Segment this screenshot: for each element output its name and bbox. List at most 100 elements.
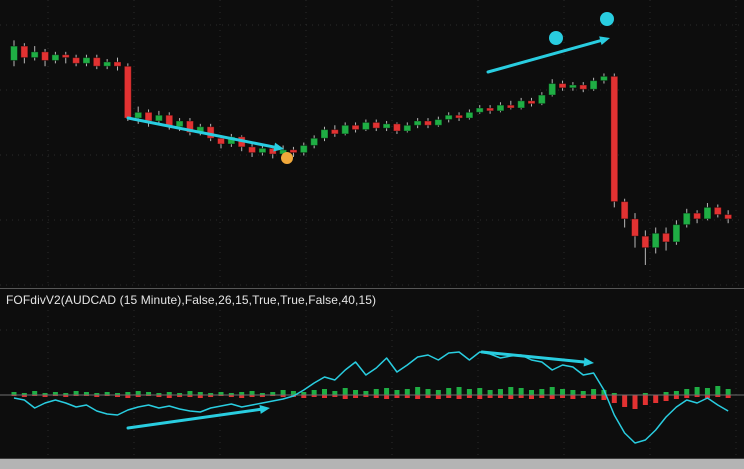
candle (248, 144, 257, 157)
trend-arrow-head (273, 142, 284, 152)
histogram-bar-down (704, 395, 710, 398)
trend-arrow (126, 116, 284, 152)
histogram-bar-up (63, 393, 69, 395)
price-chart-panel[interactable] (0, 0, 744, 288)
histogram-bar-down (394, 395, 400, 398)
histogram-bar-up (270, 392, 276, 395)
candle-body-up (341, 124, 350, 135)
candle (299, 142, 308, 156)
histogram-bar-down (63, 395, 69, 397)
candle (185, 118, 194, 136)
histogram-bar-up (580, 391, 586, 395)
histogram-bar-down (363, 395, 369, 397)
histogram-bar-down (425, 395, 431, 398)
histogram-bar-down (301, 395, 307, 398)
histogram-bar-up (52, 392, 58, 395)
histogram-bar-down (280, 395, 286, 397)
candle (475, 105, 484, 114)
histogram-bar-down (156, 395, 162, 397)
candle-body-down (113, 61, 122, 67)
histogram-bar-down (115, 395, 120, 397)
candle (589, 77, 598, 91)
candle (599, 73, 608, 84)
histogram-bar-down (208, 395, 214, 397)
candle-body-up (175, 120, 184, 128)
indicator-line (13, 351, 729, 444)
candle (558, 80, 567, 91)
histogram-bar-down (415, 395, 421, 399)
candle-body-up (30, 51, 39, 59)
histogram-bar-up (560, 389, 566, 395)
histogram-bar-down (570, 395, 576, 399)
candle (403, 122, 412, 133)
histogram-bar-down (456, 395, 462, 399)
histogram-bar-up (218, 392, 224, 395)
candle (506, 100, 515, 110)
histogram-bar-down (446, 395, 452, 398)
histogram-bar-up (197, 392, 203, 395)
candle (434, 116, 443, 127)
histogram-bar-up (611, 393, 617, 395)
candle-body-down (372, 121, 381, 129)
trend-arrow (126, 404, 270, 430)
candle (113, 57, 122, 71)
histogram-bar-down (539, 395, 545, 398)
candle (237, 135, 246, 152)
histogram-bar-up (21, 393, 27, 395)
candle-body-up (465, 111, 474, 119)
histogram-bar-down (384, 395, 390, 399)
candle-body-up (413, 120, 422, 126)
histogram-bar-up (83, 392, 89, 395)
histogram-bar-down (466, 395, 472, 398)
candle (568, 82, 577, 91)
indicator-panel[interactable] (0, 310, 744, 458)
histogram-bar-down (518, 395, 524, 398)
histogram-bar-up (415, 387, 421, 395)
candle (672, 220, 681, 245)
candle (682, 208, 691, 228)
histogram-bar-down (311, 395, 317, 397)
histogram-bar-down (653, 395, 659, 403)
candle-body-up (320, 129, 329, 139)
candle-body-up (568, 84, 577, 89)
candle (579, 82, 588, 93)
orange-signal-dot (281, 152, 293, 164)
histogram-bar-down (166, 395, 172, 398)
candle-body-up (703, 206, 712, 220)
histogram-bar-down (342, 395, 348, 399)
histogram-bar-down (197, 395, 203, 398)
cyan-signal-dot (549, 31, 563, 45)
candle (703, 203, 712, 221)
candle (72, 54, 81, 67)
candle-body-up (10, 45, 18, 61)
candle (30, 46, 39, 61)
candle (527, 97, 536, 107)
candle (537, 92, 546, 106)
candle (496, 102, 505, 113)
candle-body-down (631, 218, 639, 237)
histogram-bar-down (622, 395, 628, 407)
histogram-bar-up (353, 390, 359, 395)
histogram-bar-up (125, 392, 131, 395)
candle-body-up (82, 57, 91, 64)
candle-body-down (351, 124, 360, 131)
candle-body-down (330, 129, 339, 135)
histogram-bar-up (663, 392, 669, 395)
histogram-bar-up (332, 391, 338, 395)
candle (330, 125, 339, 137)
histogram-bar-down (715, 395, 721, 397)
cyan-signal-dot (600, 12, 614, 26)
candle-body-up (475, 107, 484, 113)
candle (10, 40, 18, 67)
candle-body-down (289, 149, 298, 154)
histogram-bar-up (704, 388, 710, 395)
trend-arrow-shaft (126, 407, 262, 430)
trend-arrow-shaft (480, 350, 586, 364)
candle-body-up (51, 54, 60, 61)
candle (103, 59, 112, 70)
histogram-bar-up (259, 393, 265, 395)
horizontal-scrollbar[interactable] (0, 458, 744, 469)
candle (662, 227, 671, 251)
candle-body-up (537, 94, 546, 105)
